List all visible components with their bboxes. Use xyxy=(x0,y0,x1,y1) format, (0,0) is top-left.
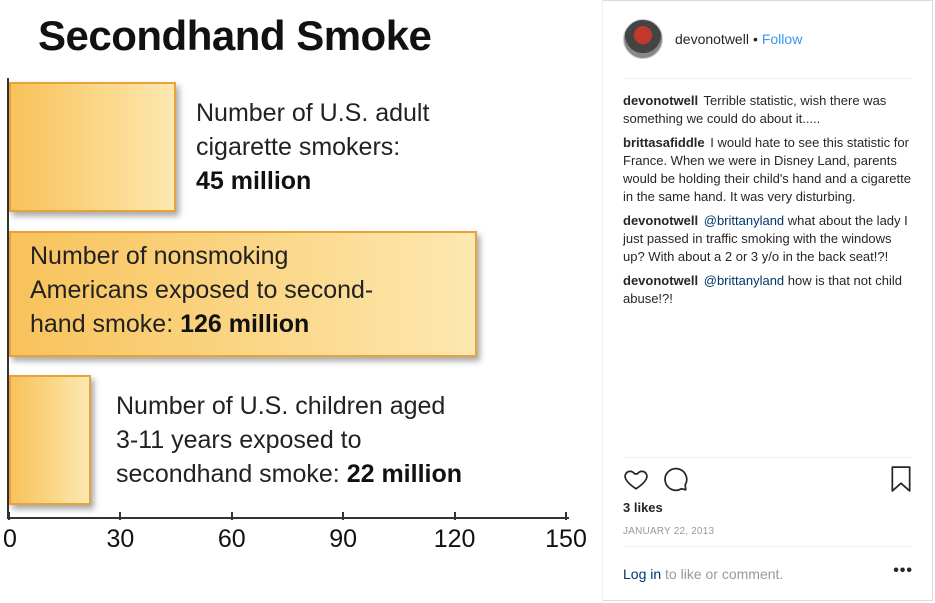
avatar[interactable] xyxy=(623,19,663,59)
x-tick xyxy=(453,512,456,520)
login-prompt: Log in to like or comment. ••• xyxy=(623,562,913,582)
separator-dot: • xyxy=(752,31,758,47)
bar-label-line: secondhand smoke: xyxy=(116,460,347,488)
comment-text: what about the lady I just passed in tra… xyxy=(623,213,908,264)
x-axis-line xyxy=(7,517,569,519)
more-options-button[interactable]: ••• xyxy=(893,562,913,579)
divider xyxy=(623,457,913,458)
bar-value: 126 million xyxy=(180,310,310,338)
comment-text: how is that not child abuse!?! xyxy=(623,273,902,306)
x-tick xyxy=(342,512,345,520)
comment-author[interactable]: devonotwell xyxy=(623,213,699,228)
image-title: Secondhand Smoke xyxy=(38,12,432,59)
comment-author[interactable]: brittasafiddle xyxy=(623,135,705,150)
x-tick-label: 120 xyxy=(433,525,476,553)
comment-author[interactable]: devonotwell xyxy=(623,93,699,108)
bar-label-nonsmokers-exposed: Number of nonsmoking Americans exposed t… xyxy=(30,239,373,341)
x-tick-label: 0 xyxy=(3,525,17,553)
bar-label-line: Number of U.S. children aged xyxy=(116,392,446,420)
x-tick xyxy=(8,512,10,520)
x-tick-label: 150 xyxy=(545,525,587,553)
post-date: JANUARY 22, 2013 xyxy=(623,526,715,537)
comment: devonotwell @brittanyland how is that no… xyxy=(623,272,913,308)
comment-text: I would hate to see this statistic for F… xyxy=(623,135,911,204)
comment-mention[interactable]: @brittanyland xyxy=(703,213,785,228)
post-header: devonotwell • Follow xyxy=(623,18,913,60)
bar-label-line: Number of U.S. adult xyxy=(196,99,430,127)
bar-label-line: 3-11 years exposed to xyxy=(116,426,362,454)
bar-adult-smokers xyxy=(9,82,176,212)
login-link[interactable]: Log in xyxy=(623,566,662,582)
bar-label-line: Americans exposed to second- xyxy=(30,276,374,304)
x-tick-label: 30 xyxy=(106,525,135,553)
x-tick xyxy=(230,512,233,520)
comment: devonotwell Terrible statistic, wish the… xyxy=(623,92,913,128)
bar-label-adult-smokers: Number of U.S. adult cigarette smokers: … xyxy=(196,96,429,198)
divider xyxy=(623,78,913,79)
post-sidebar: devonotwell • Follow devonotwell Terribl… xyxy=(602,0,934,601)
x-tick-label: 60 xyxy=(217,525,246,553)
y-axis-line xyxy=(7,78,9,518)
likes-count[interactable]: 3 likes xyxy=(623,500,663,515)
post-actions xyxy=(623,466,913,496)
comment: devonotwell @brittanyland what about the… xyxy=(623,212,913,266)
bookmark-icon[interactable] xyxy=(889,466,917,494)
comments-list: devonotwell Terrible statistic, wish the… xyxy=(623,92,913,314)
username-link[interactable]: devonotwell xyxy=(675,31,749,47)
bar-label-line: cigarette smokers: xyxy=(196,133,401,161)
bar-label-children-exposed: Number of U.S. children aged 3-11 years … xyxy=(116,389,462,491)
bar-children-exposed xyxy=(9,375,91,505)
login-suffix: to like or comment. xyxy=(665,566,784,582)
bar-value: 22 million xyxy=(346,460,463,488)
follow-button[interactable]: Follow xyxy=(761,31,803,47)
x-tick-label: 90 xyxy=(329,525,358,553)
bar-label-line: hand smoke: xyxy=(30,310,181,338)
comment-text: Terrible statistic, wish there was somet… xyxy=(623,93,887,126)
bar-nonsmokers-exposed xyxy=(9,231,477,357)
comment-icon[interactable] xyxy=(663,466,691,494)
comment-author[interactable]: devonotwell xyxy=(623,273,699,288)
comment: brittasafiddle I would hate to see this … xyxy=(623,134,913,206)
divider xyxy=(623,546,913,547)
x-tick xyxy=(119,512,122,520)
bar-value: 45 million xyxy=(196,167,312,195)
bar-label-line: Number of nonsmoking xyxy=(30,242,289,270)
post-image: Secondhand Smoke Number of U.S. adult ci… xyxy=(3,12,587,553)
comment-mention[interactable]: @brittanyland xyxy=(703,273,785,288)
x-tick xyxy=(565,512,567,520)
heart-icon[interactable] xyxy=(623,466,651,494)
